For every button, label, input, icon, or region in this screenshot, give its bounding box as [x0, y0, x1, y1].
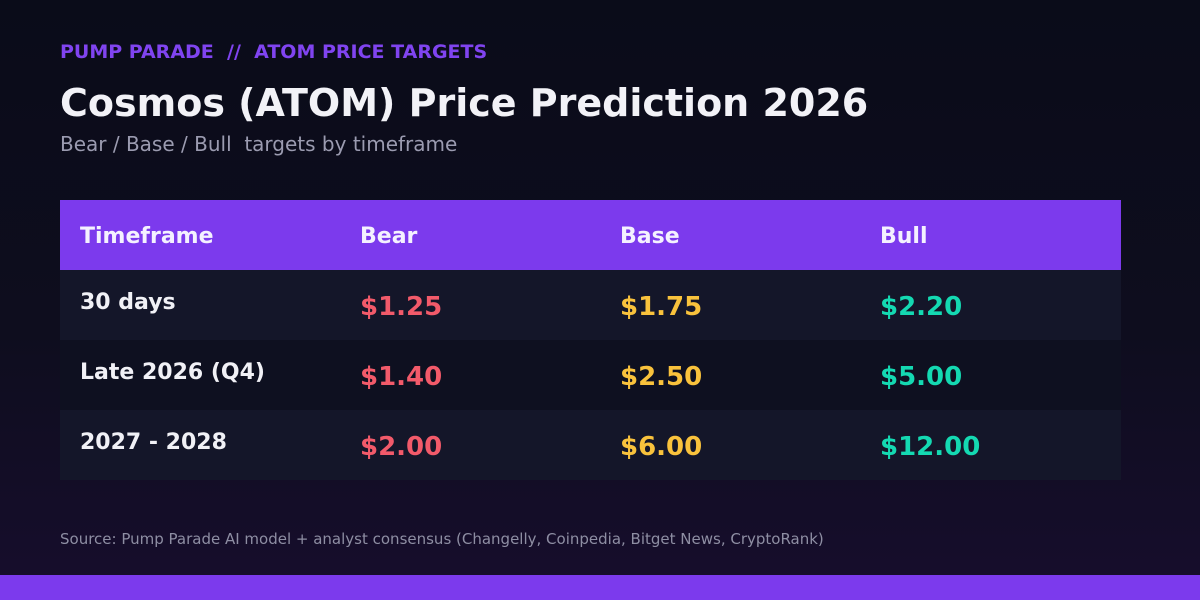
table-header-row: Timeframe Bear Base Bull — [60, 200, 1121, 270]
page-title: Cosmos (ATOM) Price Prediction 2026 — [60, 81, 869, 125]
price-targets-table: Timeframe Bear Base Bull 30 days $1.25 $… — [60, 200, 1121, 480]
table-row: 2027 - 2028 $2.00 $6.00 $12.00 — [60, 410, 1121, 480]
kicker-label: PUMP PARADE // ATOM PRICE TARGETS — [60, 41, 488, 63]
table-row: Late 2026 (Q4) $1.40 $2.50 $5.00 — [60, 340, 1121, 410]
bull-value-cell: $12.00 — [880, 432, 981, 462]
timeframe-cell: Late 2026 (Q4) — [80, 360, 265, 385]
bear-value-cell: $1.40 — [360, 362, 443, 392]
base-value-cell: $6.00 — [620, 432, 703, 462]
bear-value-cell: $2.00 — [360, 432, 443, 462]
bear-value-cell: $1.25 — [360, 292, 443, 322]
bull-value-cell: $5.00 — [880, 362, 963, 392]
column-header-bear: Bear — [360, 224, 418, 249]
column-header-bull: Bull — [880, 224, 928, 249]
column-header-base: Base — [620, 224, 680, 249]
base-value-cell: $2.50 — [620, 362, 703, 392]
timeframe-cell: 30 days — [80, 290, 176, 315]
column-header-timeframe: Timeframe — [80, 224, 214, 249]
base-value-cell: $1.75 — [620, 292, 703, 322]
source-note: Source: Pump Parade AI model + analyst c… — [60, 530, 824, 548]
bottom-accent-bar — [0, 575, 1200, 600]
table-row: 30 days $1.25 $1.75 $2.20 — [60, 270, 1121, 340]
timeframe-cell: 2027 - 2028 — [80, 430, 227, 455]
bull-value-cell: $2.20 — [880, 292, 963, 322]
page-subtitle: Bear / Base / Bull targets by timeframe — [60, 132, 458, 156]
